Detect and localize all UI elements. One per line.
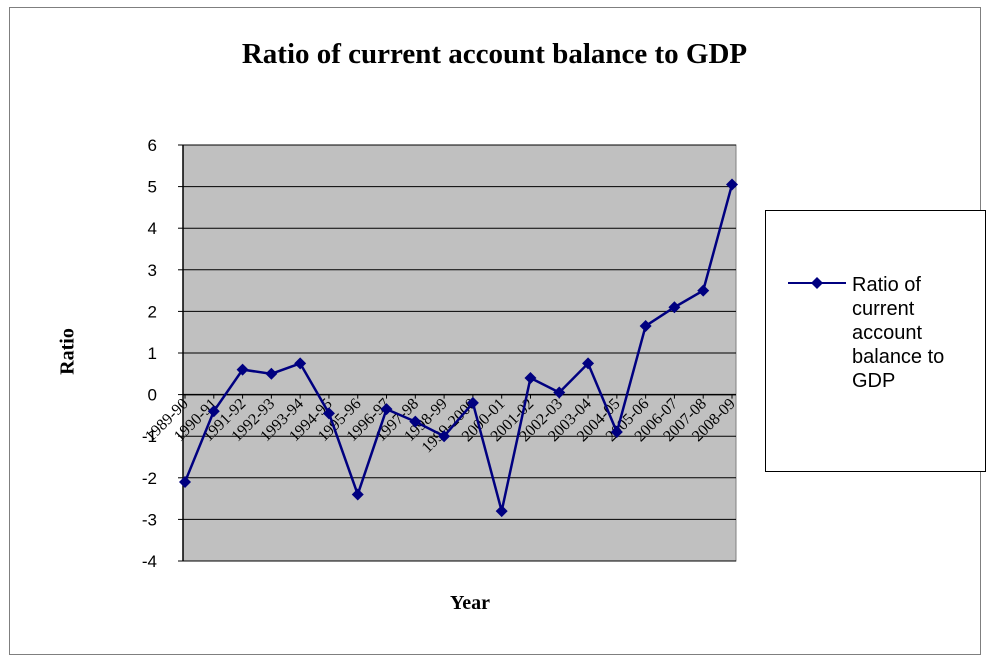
data-point [639, 319, 652, 332]
data-point [668, 301, 681, 314]
data-point [582, 357, 595, 370]
data-point [322, 407, 335, 420]
data-point [236, 363, 249, 376]
y-tick-label: 0 [148, 386, 157, 405]
y-tick-label: -1 [142, 427, 157, 446]
y-tick-label: 1 [148, 344, 157, 363]
y-tick-label: -4 [142, 552, 157, 571]
legend-swatch [788, 277, 846, 289]
data-point [380, 403, 393, 416]
y-tick-label: 5 [148, 178, 157, 197]
data-point [438, 430, 451, 443]
data-point [351, 488, 364, 501]
y-tick-label: 2 [148, 302, 157, 321]
data-point [495, 505, 508, 518]
data-point [294, 357, 307, 370]
y-tick-label: -2 [142, 469, 157, 488]
y-tick-label: -3 [142, 510, 157, 529]
data-point [697, 284, 710, 297]
data-point [524, 371, 537, 384]
legend: Ratio of current account balance to GDP [765, 210, 986, 472]
chart-title: Ratio of current account balance to GDP [241, 38, 748, 70]
data-point [179, 475, 191, 488]
data-point [265, 367, 278, 380]
data-point [726, 178, 738, 191]
data-point [553, 386, 566, 399]
y-tick-label: 4 [148, 219, 157, 238]
data-point [409, 415, 422, 428]
y-tick-label: 6 [148, 136, 157, 155]
series-line [183, 184, 734, 512]
data-point [207, 405, 220, 418]
data-point [610, 426, 623, 439]
x-axis-title: Year [450, 592, 490, 614]
y-tick-label: 3 [148, 261, 157, 280]
legend-label: Ratio of current account balance to GDP [852, 274, 945, 392]
data-point [466, 396, 479, 409]
